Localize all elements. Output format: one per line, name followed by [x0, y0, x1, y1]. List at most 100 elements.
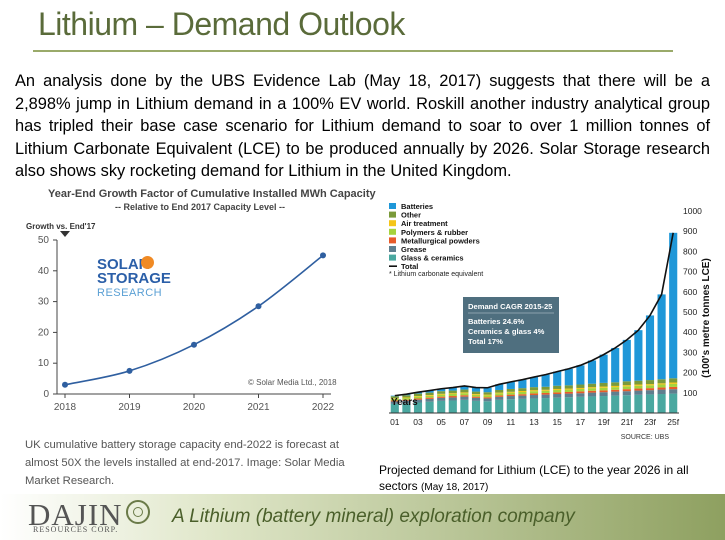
bar-segment	[645, 388, 655, 391]
x-tick-label: 2021	[247, 402, 270, 413]
legend-label: Batteries	[401, 202, 433, 211]
bar-segment	[390, 403, 399, 413]
cagr-line1: Batteries 24.6%	[468, 317, 524, 326]
intro-paragraph: An analysis done by the UBS Evidence Lab…	[15, 72, 710, 180]
bar-segment	[483, 394, 492, 396]
data-point	[126, 367, 133, 374]
bar-segment	[471, 396, 481, 398]
x-tick-label: 21f	[621, 417, 633, 427]
y-tick-label: 1000	[683, 206, 702, 216]
bar-segment	[599, 386, 608, 388]
bar-segment	[529, 377, 539, 388]
bar-segment	[657, 379, 666, 384]
bar-segment	[448, 387, 457, 391]
bar-segment	[599, 382, 608, 387]
solar-storage-logo: SOLAR STORAGE RESEARCH	[97, 257, 171, 300]
bar-segment	[529, 390, 539, 392]
bar-segment	[425, 401, 434, 413]
bar-segment	[390, 396, 399, 399]
bar-segment	[611, 387, 620, 390]
bar-segment	[471, 394, 481, 397]
bar-segment	[425, 397, 434, 399]
bar-segment	[541, 374, 550, 387]
bar-segment	[564, 393, 573, 398]
dajin-logo: DAJIN	[28, 497, 123, 532]
legend-swatch	[389, 228, 396, 235]
x-tick-label: 2022	[312, 402, 335, 413]
bar-segment	[425, 392, 434, 396]
bar-segment	[553, 397, 562, 413]
y-tick-label: 10	[38, 358, 50, 369]
x-tick-label: 13	[529, 417, 539, 427]
data-point	[255, 303, 262, 310]
data-point	[62, 381, 68, 388]
bar-segment	[402, 403, 411, 413]
bar-segment	[576, 384, 585, 388]
bar-segment	[529, 391, 539, 394]
bar-segment	[471, 394, 481, 395]
title-rule	[33, 50, 673, 52]
bar-segment	[599, 354, 608, 383]
bar-segment	[437, 396, 446, 398]
bar-segment	[576, 396, 585, 413]
bar-segment	[402, 395, 411, 398]
bar-segment	[518, 388, 527, 391]
bar-segment	[622, 389, 631, 392]
bar-segment	[564, 391, 573, 394]
bar-segment	[471, 400, 481, 413]
legend-swatch	[389, 246, 396, 252]
bar-segment	[657, 384, 666, 388]
right-caption-date: (May 18, 2017)	[421, 482, 489, 493]
x-tick-label: 23f	[644, 417, 656, 427]
x-tick-label: 25f	[667, 417, 679, 427]
logo-line2: STORAGE	[97, 270, 171, 287]
legend-swatch	[389, 237, 396, 244]
bar-segment	[645, 394, 655, 413]
bar-segment	[657, 389, 666, 395]
bar-segment	[611, 347, 620, 383]
bar-segment	[518, 394, 527, 396]
bar-segment	[518, 391, 527, 395]
bar-segment	[437, 397, 446, 401]
bar-segment	[448, 400, 457, 413]
bar-segment	[506, 392, 515, 395]
bar-segment	[448, 393, 457, 395]
bar-segment	[564, 397, 573, 413]
bar-segment	[599, 390, 608, 393]
bar-segment	[645, 384, 655, 386]
bar-segment	[506, 391, 515, 393]
bar-segment	[495, 389, 504, 393]
bar-segment	[553, 371, 562, 386]
bar-segment	[425, 395, 434, 396]
bar-segment	[390, 398, 399, 401]
bar-segment	[437, 394, 446, 397]
bar-segment	[425, 395, 434, 398]
bar-segment	[541, 398, 550, 413]
bar-segment	[657, 383, 666, 385]
bar-segment	[599, 396, 608, 413]
bar-segment	[645, 385, 655, 389]
bar-segment	[587, 390, 597, 393]
bar-segment	[460, 396, 469, 400]
bar-segment	[518, 379, 527, 389]
bar-segment	[576, 393, 585, 397]
bar-segment	[529, 395, 539, 399]
bar-segment	[622, 386, 631, 390]
bar-segment	[471, 397, 481, 401]
right-chart-caption: Projected demand for Lithium (LCE) to th…	[379, 462, 709, 496]
bar-segment	[437, 400, 446, 413]
y-tick-label: 900	[683, 226, 697, 236]
bar-segment	[564, 389, 573, 392]
bar-segment	[448, 396, 457, 398]
bar-segment	[460, 389, 469, 393]
target-icon	[126, 500, 150, 524]
data-point	[191, 341, 197, 348]
bar-segment	[553, 388, 562, 390]
bar-segment	[413, 393, 423, 397]
bar-segment	[541, 393, 550, 395]
bar-segment	[634, 390, 643, 395]
bar-segment	[437, 391, 446, 394]
legend-swatch	[389, 254, 396, 261]
bar-segment	[611, 395, 620, 413]
cagr-line2: Ceramics & glass 4%	[468, 327, 545, 336]
